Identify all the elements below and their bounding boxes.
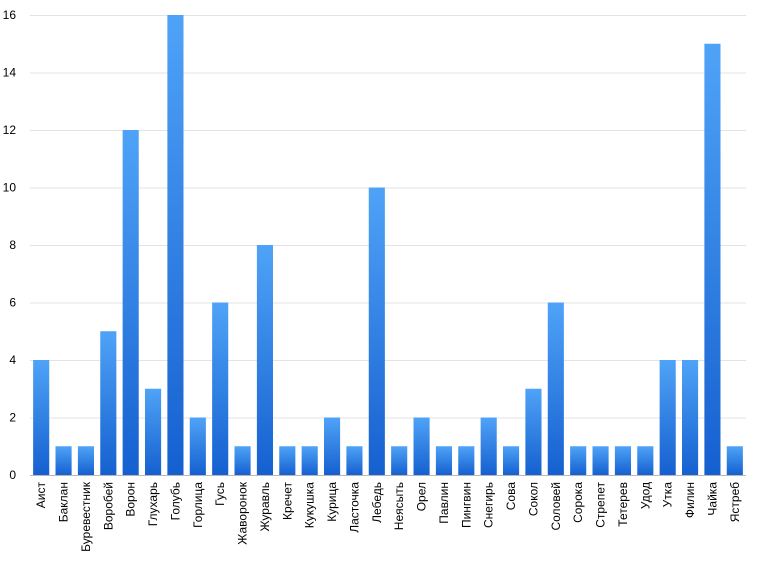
bars bbox=[33, 15, 743, 475]
x-tick-label: Снегирь bbox=[482, 482, 496, 528]
bar-9 bbox=[212, 302, 229, 475]
x-tick-label: Павлин bbox=[437, 482, 451, 524]
bar-32 bbox=[726, 446, 743, 475]
bar-17 bbox=[391, 446, 408, 475]
y-tick-label: 16 bbox=[3, 8, 17, 22]
bar-13 bbox=[301, 446, 318, 475]
x-tick-label: Сова bbox=[504, 482, 518, 511]
x-tick-label: Журавль bbox=[258, 482, 272, 532]
x-tick-label: Стрепет bbox=[594, 481, 608, 527]
x-tick-label: Ястреб bbox=[728, 482, 742, 522]
bar-5 bbox=[122, 130, 139, 475]
x-tick-label: Горлица bbox=[191, 482, 205, 528]
y-tick-label: 6 bbox=[9, 296, 16, 310]
bar-25 bbox=[570, 446, 587, 475]
x-tick-label: Буревестник bbox=[79, 481, 93, 552]
x-tick-label: Удод bbox=[638, 482, 652, 509]
bar-30 bbox=[682, 360, 699, 475]
bar-19 bbox=[435, 446, 452, 475]
bar-28 bbox=[637, 446, 654, 475]
y-tick-label: 14 bbox=[3, 66, 17, 80]
bar-16 bbox=[368, 187, 385, 475]
x-tick-label: Голубь bbox=[168, 482, 182, 520]
bar-18 bbox=[413, 417, 430, 475]
bar-2 bbox=[55, 446, 72, 475]
y-tick-label: 10 bbox=[3, 181, 17, 195]
y-axis-ticks: 0 2 4 6 8 10 12 14 16 bbox=[3, 8, 17, 482]
x-tick-label: Курица bbox=[325, 482, 339, 522]
x-tick-label: Утка bbox=[661, 482, 675, 508]
bar-15 bbox=[346, 446, 363, 475]
x-tick-label: Ворон bbox=[124, 482, 138, 517]
y-tick-label: 12 bbox=[3, 123, 17, 137]
x-tick-label: Кречет bbox=[280, 482, 294, 520]
x-tick-label: Жаворонок bbox=[236, 481, 250, 544]
bar-27 bbox=[614, 446, 631, 475]
bar-24 bbox=[547, 302, 564, 475]
x-tick-label: Кукушка bbox=[303, 482, 317, 529]
x-tick-label: Чайка bbox=[705, 482, 719, 516]
x-tick-label: Воробей bbox=[101, 482, 115, 530]
bar-14 bbox=[324, 417, 341, 475]
bar-22 bbox=[503, 446, 520, 475]
x-tick-label: Лебедь bbox=[370, 482, 384, 523]
bar-29 bbox=[659, 360, 676, 475]
bar-10 bbox=[234, 446, 251, 475]
x-tick-label: Аист bbox=[34, 481, 48, 508]
bar-31 bbox=[704, 43, 721, 475]
bar-8 bbox=[189, 417, 206, 475]
x-tick-label: Тетерев bbox=[616, 482, 630, 527]
bar-23 bbox=[525, 388, 542, 475]
bar-12 bbox=[279, 446, 296, 475]
bar-7 bbox=[167, 15, 184, 475]
y-tick-label: 2 bbox=[9, 411, 16, 425]
bar-3 bbox=[77, 446, 94, 475]
bar-4 bbox=[100, 331, 117, 475]
bar-26 bbox=[592, 446, 609, 475]
bar-6 bbox=[145, 388, 162, 475]
y-tick-label: 4 bbox=[9, 353, 16, 367]
x-axis-ticks: Аист Баклан Буревестник Воробей Ворон Глухарь… bbox=[34, 481, 742, 552]
x-tick-label: Сокол bbox=[526, 482, 540, 516]
x-tick-label: Соловей bbox=[549, 482, 563, 531]
bar-11 bbox=[256, 245, 273, 475]
x-tick-label: Гусь bbox=[213, 482, 227, 506]
bar-21 bbox=[480, 417, 497, 475]
bar-20 bbox=[458, 446, 475, 475]
y-tick-label: 0 bbox=[9, 468, 16, 482]
y-tick-label: 8 bbox=[9, 238, 16, 252]
x-tick-label: Баклан bbox=[57, 482, 71, 522]
x-tick-label: Глухарь bbox=[146, 482, 160, 526]
x-tick-label: Орел bbox=[415, 482, 429, 511]
x-tick-label: Филин bbox=[683, 482, 697, 518]
x-tick-label: Неясыть bbox=[392, 482, 406, 530]
x-tick-label: Ласточка bbox=[347, 482, 361, 533]
bar-1 bbox=[33, 360, 50, 475]
x-tick-label: Сорока bbox=[571, 482, 585, 523]
x-tick-label: Пингвин bbox=[459, 482, 473, 528]
